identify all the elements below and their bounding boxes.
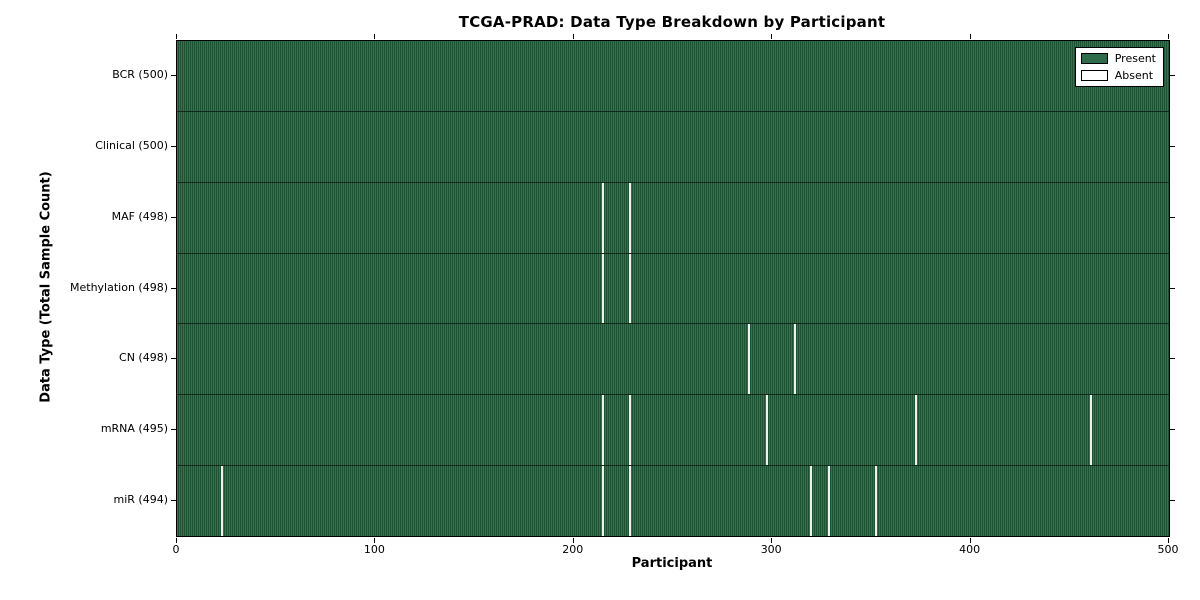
legend-item: Absent: [1080, 69, 1156, 82]
y-tick-mark: [1170, 146, 1175, 148]
y-tick-mark: [1170, 428, 1175, 430]
absent-gap: [794, 324, 797, 395]
x-tick-label: 500: [1157, 543, 1179, 556]
x-tick-mark: [771, 34, 773, 39]
legend-swatch-icon: [1080, 53, 1108, 64]
x-tick-label: 300: [760, 543, 782, 556]
absent-gap: [629, 395, 632, 466]
y-tick-mark: [171, 146, 176, 148]
y-tick-mark: [171, 499, 176, 501]
absent-gap: [827, 466, 830, 537]
x-tick-mark: [969, 34, 971, 39]
x-tick-mark: [969, 538, 971, 543]
y-tick-label: BCR (500): [112, 68, 168, 82]
y-tick-label: MAF (498): [111, 209, 168, 223]
absent-gap: [809, 466, 812, 537]
x-tick-label: 0: [172, 543, 180, 556]
heatmap-plot-area: Present Absent: [176, 40, 1170, 537]
heatmap-row-clinical: [177, 110, 1169, 182]
absent-gap: [766, 395, 769, 466]
absent-gap: [601, 253, 604, 324]
x-tick-label: 100: [363, 543, 385, 556]
heatmap-row-maf: [177, 181, 1169, 253]
x-tick-mark: [771, 538, 773, 543]
absent-gap: [220, 466, 223, 537]
y-tick-mark: [1170, 216, 1175, 218]
legend-item: Present: [1080, 52, 1156, 65]
absent-gap: [875, 466, 878, 537]
heatmap-row-mrna: [177, 394, 1169, 466]
y-tick-label: CN (498): [119, 351, 168, 365]
absent-gap: [601, 395, 604, 466]
y-tick-mark: [1170, 358, 1175, 360]
x-tick-mark: [374, 538, 376, 543]
y-tick-mark: [171, 358, 176, 360]
x-tick-label: 200: [562, 543, 584, 556]
y-tick-label: mRNA (495): [100, 421, 168, 435]
y-tick-mark: [171, 216, 176, 218]
absent-gap: [601, 182, 604, 253]
absent-gap: [629, 182, 632, 253]
absent-gap: [748, 324, 751, 395]
heatmap-row-mir: [177, 465, 1169, 537]
absent-gap: [629, 253, 632, 324]
absent-gap: [629, 466, 632, 537]
absent-gap: [1089, 395, 1092, 466]
x-tick-mark: [1168, 538, 1169, 543]
x-tick-mark: [176, 538, 177, 543]
x-tick-mark: [572, 538, 574, 543]
x-tick-mark: [374, 34, 376, 39]
y-tick-label: Methylation (498): [70, 280, 168, 294]
legend-swatch-icon: [1080, 70, 1108, 81]
legend-label: Absent: [1114, 69, 1154, 82]
chart-title: TCGA-PRAD: Data Type Breakdown by Partic…: [458, 13, 886, 31]
y-tick-mark: [1170, 499, 1175, 501]
legend-label: Present: [1114, 52, 1156, 65]
x-axis-label: Participant: [631, 556, 713, 571]
absent-gap: [915, 395, 918, 466]
legend: Present Absent: [1074, 47, 1164, 87]
heatmap-row-cn: [177, 323, 1169, 395]
x-tick-mark: [1168, 34, 1169, 39]
x-tick-mark: [176, 34, 177, 39]
y-tick-mark: [171, 428, 176, 430]
y-tick-mark: [1170, 75, 1175, 77]
y-tick-mark: [171, 75, 176, 77]
x-tick-mark: [572, 34, 574, 39]
y-tick-label: miR (494): [113, 492, 169, 506]
y-tick-mark: [1170, 287, 1175, 289]
x-tick-label: 400: [959, 543, 981, 556]
y-tick-mark: [171, 287, 176, 289]
heatmap-row-methylation: [177, 252, 1169, 324]
heatmap-row-bcr: [177, 41, 1169, 111]
y-tick-label: Clinical (500): [95, 139, 168, 153]
absent-gap: [601, 466, 604, 537]
